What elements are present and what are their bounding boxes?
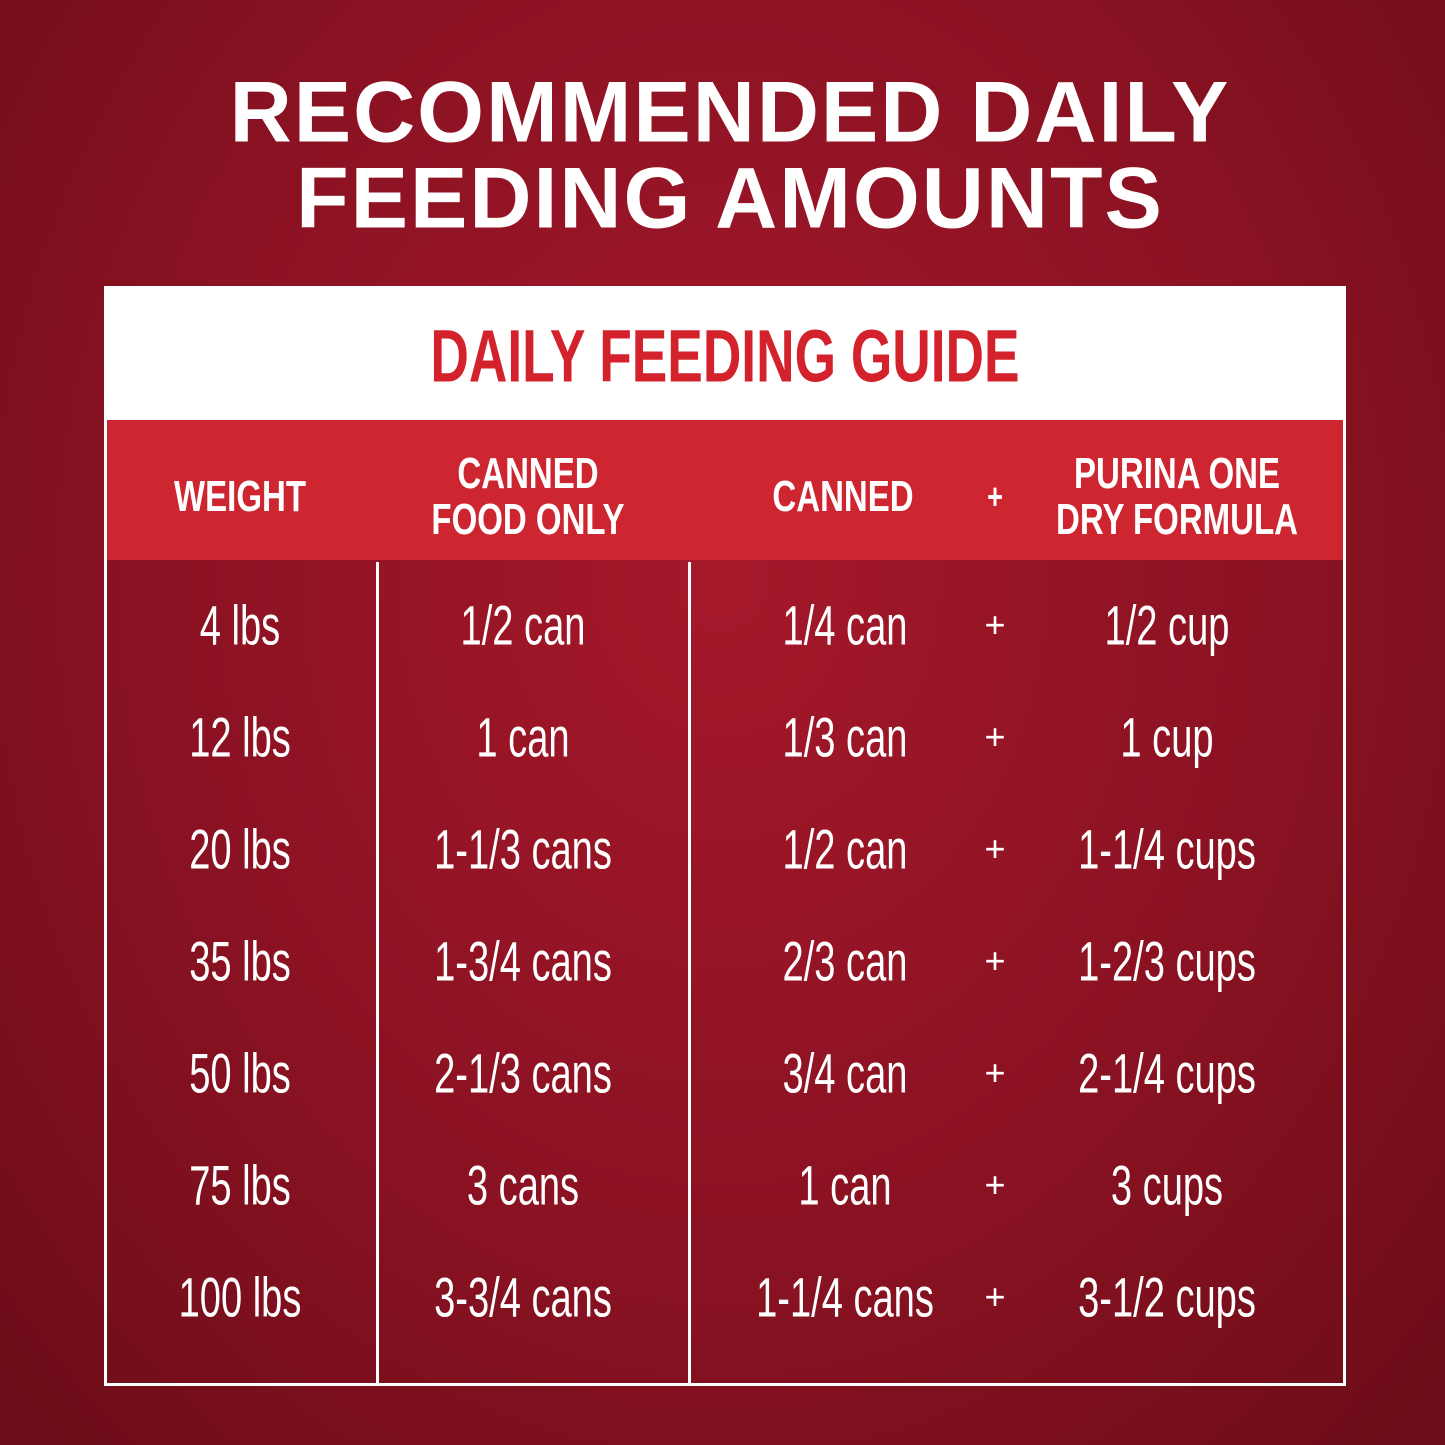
table-cell: 2/3 can [782,929,908,993]
guide-title: DAILY FEEDING GUIDE [430,314,1020,398]
plus-sign: + [984,604,1006,645]
column-header: PURINA ONE [1074,449,1280,498]
table-cell: 3 cups [1110,1153,1224,1217]
table-cell: 4 lbs [199,593,281,657]
table-cell: 1-1/3 cans [434,817,612,881]
table-cell: 20 lbs [189,817,291,881]
plus-sign: + [984,1052,1006,1093]
column-header-band [107,420,1343,560]
table-cell: 3-1/2 cups [1078,1265,1256,1329]
column-header: CANNED [772,472,914,521]
column-header: + [987,476,1003,517]
column-divider [376,562,379,1383]
plus-sign: + [984,1164,1006,1205]
table-border [104,286,1346,1386]
table-cell: 50 lbs [189,1041,291,1105]
table-cell: 1-3/4 cans [434,929,612,993]
table-cell: 1 cup [1120,705,1214,769]
page-title: FEEDING AMOUNTS [296,150,1164,247]
column-header: DRY FORMULA [1056,495,1298,544]
guide-header-band [104,286,1346,420]
table-cell: 3/4 can [782,1041,908,1105]
table-cell: 1/2 can [782,817,908,881]
plus-sign: + [984,940,1006,981]
plus-sign: + [984,1276,1006,1317]
table-cell: 35 lbs [189,929,291,993]
plus-sign: + [984,828,1006,869]
table-cell: 100 lbs [178,1265,302,1329]
table-cell: 1/2 cup [1104,593,1230,657]
table-cell: 2-1/4 cups [1078,1041,1256,1105]
table-cell: 1/3 can [782,705,908,769]
column-header: CANNED [457,449,599,498]
page-title: RECOMMENDED DAILY [229,64,1231,161]
table-cell: 12 lbs [189,705,291,769]
table-cell: 1 can [476,705,570,769]
table-cell: 3 cans [466,1153,580,1217]
table-cell: 1/2 can [460,593,586,657]
table-cell: 75 lbs [189,1153,291,1217]
plus-sign: + [984,716,1006,757]
column-header: FOOD ONLY [431,495,625,544]
column-divider [688,562,691,1383]
table-cell: 3-3/4 cans [434,1265,612,1329]
table-cell: 2-1/3 cans [434,1041,612,1105]
column-header: WEIGHT [174,472,306,521]
table-cell: 1-1/4 cans [756,1265,934,1329]
table-cell: 1-1/4 cups [1078,817,1256,881]
table-cell: 1-2/3 cups [1078,929,1256,993]
table-cell: 1/4 can [782,593,908,657]
table-cell: 1 can [798,1153,892,1217]
